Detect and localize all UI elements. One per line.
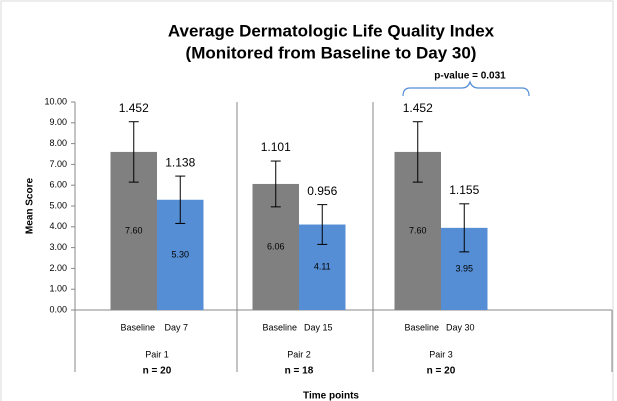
y-tick-label: 10.00 <box>44 96 67 106</box>
annotation: p-value = 0.031 <box>434 71 506 82</box>
y-tick-label: 5.00 <box>49 200 67 210</box>
error-label: 1.101 <box>261 140 291 154</box>
y-axis-label: Mean Score <box>25 177 36 234</box>
y-tick-label: 7.00 <box>49 159 67 169</box>
x-tick-label: Day 30 <box>446 322 475 332</box>
x-tick-label: Day 7 <box>164 322 188 332</box>
x-axis-label: Time points <box>303 391 359 401</box>
x-tick-label: Baseline <box>404 322 439 332</box>
x-tick-label: Baseline <box>262 322 297 332</box>
value-label: 5.30 <box>171 249 189 259</box>
x-tick-label: Day 15 <box>304 322 333 332</box>
value-label: 4.11 <box>314 262 331 272</box>
value-label: 7.60 <box>409 225 427 235</box>
chart-subtitle: (Monitored from Baseline to Day 30) <box>186 43 477 62</box>
error-label: 0.956 <box>307 184 337 198</box>
y-tick-label: 0.00 <box>49 304 67 314</box>
y-tick-label: 1.00 <box>49 284 67 294</box>
y-tick-label: 2.00 <box>49 263 67 273</box>
value-label: 6.06 <box>267 241 285 251</box>
y-tick-label: 4.00 <box>49 221 67 231</box>
error-label: 1.138 <box>165 155 195 169</box>
error-label: 1.452 <box>119 101 149 115</box>
y-tick-label: 6.00 <box>49 180 67 190</box>
error-label: 1.155 <box>449 183 479 197</box>
group-n: n = 20 <box>143 366 172 377</box>
brace <box>402 80 530 97</box>
group-label: Pair 3 <box>429 349 453 359</box>
chart-title: Average Dermatologic Life Quality Index <box>168 21 495 40</box>
y-tick-label: 3.00 <box>49 242 67 252</box>
group-n: n = 20 <box>427 366 456 377</box>
y-tick-label: 9.00 <box>49 117 67 127</box>
group-label: Pair 1 <box>145 349 169 359</box>
value-label: 7.60 <box>125 225 143 235</box>
group-n: n = 18 <box>285 366 314 377</box>
error-label: 1.452 <box>403 101 433 115</box>
value-label: 3.95 <box>455 263 473 273</box>
group-label: Pair 2 <box>287 349 311 359</box>
y-tick-label: 8.00 <box>49 138 67 148</box>
x-tick-label: Baseline <box>120 322 155 332</box>
